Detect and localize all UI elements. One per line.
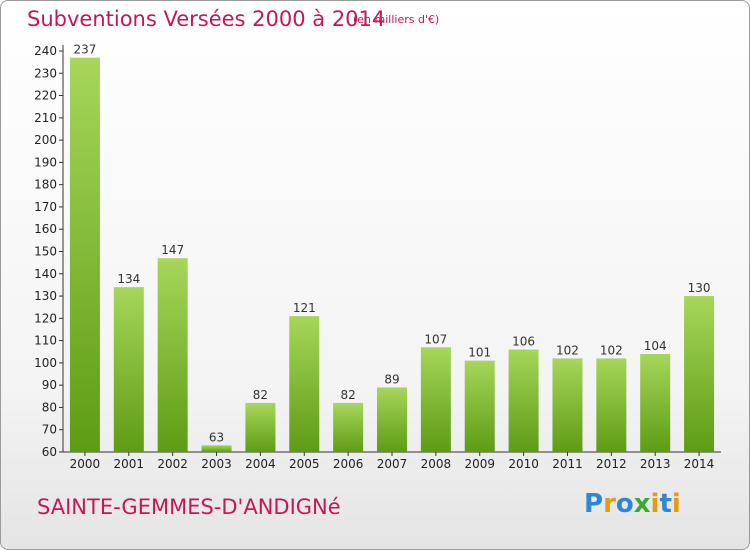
y-tick-label: 170	[34, 200, 57, 214]
y-tick-label: 130	[34, 289, 57, 303]
bars: 237 134 147 63 82 121 82 89 107 101 106 102 102 104 13…	[69, 43, 715, 452]
y-tick-label: 210	[34, 111, 57, 125]
proxiti-logo[interactable]: Proxiti	[584, 489, 681, 519]
x-tick-label: 2014	[684, 457, 715, 471]
x-tick-label: 2002	[157, 457, 188, 471]
bar-value-label: 107	[424, 332, 447, 346]
bar-2006[interactable]	[333, 402, 364, 452]
x-tick-label: 2013	[640, 457, 671, 471]
y-tick-label: 90	[42, 378, 57, 392]
bar-value-label: 106	[512, 335, 535, 349]
x-tick-label: 2000	[70, 457, 101, 471]
y-tick-label: 70	[42, 423, 57, 437]
y-tick-label: 60	[42, 445, 57, 459]
x-tick-label: 2007	[377, 457, 408, 471]
bar-value-label: 130	[688, 281, 711, 295]
bar-value-label: 102	[600, 343, 623, 357]
x-tick-label: 2004	[245, 457, 276, 471]
logo-letter: i	[650, 489, 660, 519]
x-tick-label: 2010	[508, 457, 539, 471]
bar-2004[interactable]	[245, 402, 276, 452]
bar-2005[interactable]	[289, 316, 320, 452]
bar-2008[interactable]	[420, 347, 451, 452]
y-tick-label: 150	[34, 245, 57, 259]
logo-letter: P	[584, 489, 604, 519]
bar-2012[interactable]	[596, 358, 627, 452]
bar-value-label: 104	[644, 339, 667, 353]
x-tick-label: 2009	[464, 457, 495, 471]
bar-value-label: 89	[384, 372, 399, 386]
bar-2001[interactable]	[113, 287, 144, 452]
y-tick-label: 200	[34, 133, 57, 147]
bar-2003[interactable]	[201, 445, 232, 452]
logo-letter: i	[671, 489, 681, 519]
logo-letter: r	[603, 489, 616, 519]
x-tick-label: 2012	[596, 457, 627, 471]
logo-letter: x	[633, 489, 651, 519]
bar-value-label: 102	[556, 343, 579, 357]
logo-letter: t	[659, 489, 672, 519]
commune-name: SAINTE-GEMMES-D'ANDIGNé	[37, 495, 341, 519]
y-tick-label: 240	[34, 44, 57, 58]
bar-value-label: 63	[209, 430, 224, 444]
y-tick-label: 180	[34, 178, 57, 192]
y-tick-label: 140	[34, 267, 57, 281]
bar-2007[interactable]	[377, 387, 407, 452]
y-tick-label: 190	[34, 155, 57, 169]
y-tick-label: 160	[34, 222, 57, 236]
chart-subtitle: (en milliers d'€)	[353, 13, 440, 26]
chart-title: Subventions Versées 2000 à 2014	[27, 7, 386, 31]
y-tick-label: 120	[34, 311, 57, 325]
y-tick-label: 220	[34, 89, 57, 103]
x-tick-label: 2005	[289, 457, 320, 471]
y-tick-label: 110	[34, 334, 57, 348]
axes: 60 70 80 90 100 110 120 130 140 150 160 170 180 190 20…	[34, 44, 721, 471]
bar-value-label: 101	[468, 346, 491, 360]
x-tick-label: 2011	[552, 457, 583, 471]
x-tick-label: 2008	[421, 457, 452, 471]
logo-letter: o	[615, 489, 634, 519]
x-tick-label: 2001	[114, 457, 145, 471]
x-tick-label: 2006	[333, 457, 364, 471]
bar-value-label: 82	[340, 388, 355, 402]
bar-2009[interactable]	[464, 360, 495, 452]
bar-value-label: 147	[161, 243, 184, 257]
bar-value-label: 134	[117, 272, 140, 286]
bar-2000[interactable]	[69, 57, 100, 452]
x-tick-label: 2003	[201, 457, 232, 471]
bar-2010[interactable]	[508, 349, 539, 452]
bar-value-label: 82	[253, 388, 268, 402]
bar-2014[interactable]	[684, 296, 715, 452]
bar-value-label: 237	[73, 43, 96, 57]
y-tick-label: 230	[34, 66, 57, 80]
y-tick-label: 80	[42, 400, 57, 414]
bar-value-label: 121	[293, 301, 316, 315]
y-tick-label: 100	[34, 356, 57, 370]
bar-2011[interactable]	[552, 358, 583, 452]
bar-2002[interactable]	[157, 258, 188, 452]
bar-2013[interactable]	[640, 353, 671, 452]
